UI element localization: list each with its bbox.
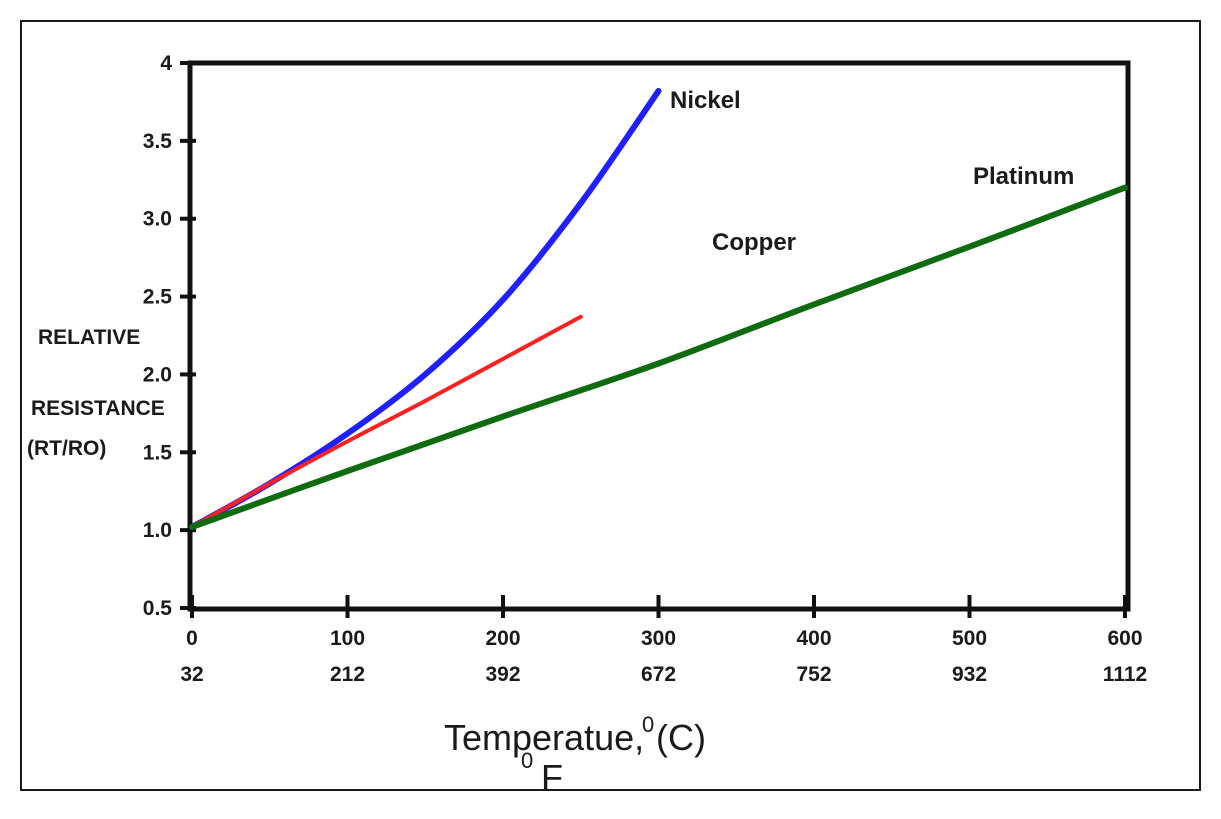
xlabel-unit-c: (C) (656, 717, 706, 758)
x-tick-label-f: 752 (796, 663, 831, 686)
y-tick-label: 1.0 (143, 519, 172, 542)
x-tick-label-f: 392 (485, 663, 520, 686)
ylabel-line-2: RESISTANCE (31, 397, 165, 420)
x-tick-label-c: 0 (186, 627, 198, 650)
x-tick-label-f: 672 (641, 663, 676, 686)
ylabel-line-3: (RT/RO) (27, 437, 106, 460)
xlabel-unit-f: F (541, 757, 563, 798)
ylabel-line-1: RELATIVE (38, 326, 140, 349)
label-platinum: Platinum (973, 163, 1074, 190)
series-nickel-line (189, 88, 662, 530)
x-tick-label-f: 932 (952, 663, 987, 686)
x-tick-label-c: 400 (796, 627, 831, 650)
x-tick-label-c: 100 (330, 627, 365, 650)
xlabel-main: Temperatue, (444, 717, 644, 758)
x-tick-label-c: 600 (1107, 627, 1142, 650)
y-tick-label: 3.5 (143, 130, 173, 153)
x-tick-label-c: 200 (485, 627, 520, 650)
y-tick-label: 2.0 (143, 363, 172, 386)
series-platinum-line (189, 184, 1128, 530)
x-tick-label-c: 300 (641, 627, 676, 650)
plot-area-border (187, 60, 1131, 612)
label-copper: Copper (712, 229, 796, 256)
xlabel-superscript-f: 0 (521, 748, 533, 773)
x-tick-label-c: 500 (952, 627, 987, 650)
y-axis-ticks: 0.5 1.0 1.5 2.0 2.5 3.0 3.5 4 (143, 52, 196, 620)
y-tick-label: 3.0 (143, 208, 172, 231)
chart-frame (20, 20, 1201, 791)
y-tick-label: 4 (160, 52, 172, 75)
label-nickel: Nickel (670, 87, 741, 114)
x-axis-ticks: 0 32 100 212 200 392 300 672 400 752 500 932 600 1112 (180, 595, 1147, 686)
x-tick-label-f: 212 (330, 663, 365, 686)
xlabel-superscript-c: 0 (642, 712, 654, 737)
series-lines (189, 88, 1128, 530)
x-tick-label-f: 32 (180, 663, 203, 686)
y-tick-label: 1.5 (143, 441, 173, 464)
y-tick-label: 0.5 (143, 597, 173, 620)
x-tick-label-f: 1112 (1103, 663, 1147, 686)
y-tick-label: 2.5 (143, 286, 173, 309)
series-copper-line (190, 314, 583, 529)
